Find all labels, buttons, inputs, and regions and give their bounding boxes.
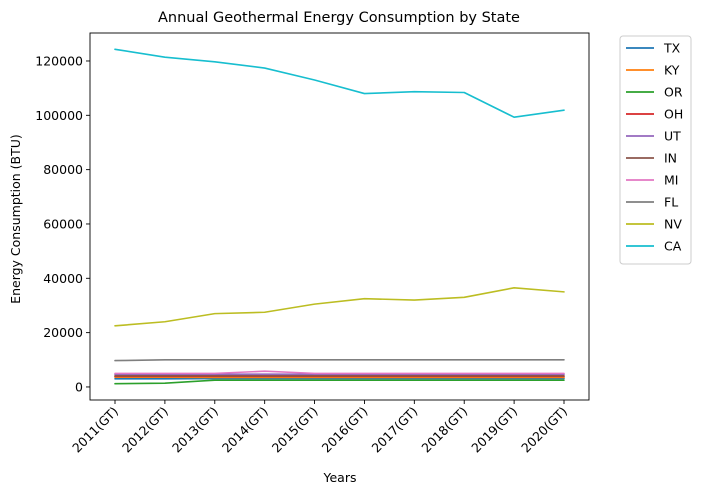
x-tick-label: 2015(GT) — [269, 404, 321, 456]
x-tick-label: 2016(GT) — [319, 404, 371, 456]
legend-label-fl: FL — [664, 195, 678, 210]
plot-frame — [89, 32, 590, 401]
y-tick-label: 100000 — [35, 108, 83, 123]
legend-label-in: IN — [664, 151, 677, 166]
y-tick-label: 120000 — [35, 53, 83, 68]
x-tick-label: 2017(GT) — [369, 404, 421, 456]
x-tick-label: 2011(GT) — [69, 404, 121, 456]
x-axis-ticks: 2011(GT)2012(GT)2013(GT)2014(GT)2015(GT)… — [69, 400, 570, 455]
legend-label-oh: OH — [664, 107, 683, 122]
legend-box — [619, 35, 692, 265]
legend-label-ky: KY — [664, 63, 680, 78]
series-line-fl — [114, 358, 565, 362]
legend-label-ut: UT — [664, 129, 681, 144]
y-tick-label: 80000 — [43, 162, 83, 177]
chart-title: Annual Geothermal Energy Consumption by … — [158, 10, 520, 26]
series-line-mi — [114, 370, 565, 375]
x-tick-label: 2012(GT) — [119, 404, 171, 456]
legend-label-tx: TX — [663, 41, 681, 56]
x-tick-label: 2014(GT) — [219, 404, 271, 456]
y-tick-label: 0 — [75, 379, 83, 394]
y-tick-label: 40000 — [43, 271, 83, 286]
x-axis-label: Years — [323, 470, 357, 485]
series-line-or — [114, 379, 565, 385]
legend-label-nv: NV — [664, 217, 682, 232]
y-tick-label: 60000 — [43, 216, 83, 231]
series-line-nv — [114, 287, 565, 327]
x-tick-label: 2019(GT) — [468, 404, 520, 456]
legend-label-mi: MI — [664, 173, 678, 188]
legend: TX KY OR OH UT IN MI FL NV CA — [619, 35, 692, 265]
legend-label-or: OR — [664, 85, 683, 100]
series-line-ca — [114, 48, 565, 119]
x-tick-label: 2018(GT) — [418, 404, 470, 456]
x-tick-label: 2013(GT) — [169, 404, 221, 456]
legend-label-ca: CA — [664, 239, 682, 254]
plot-area — [89, 32, 590, 401]
y-axis-ticks: 0 20000 40000 60000 80000 100000 120000 — [35, 53, 90, 394]
y-tick-label: 20000 — [43, 325, 83, 340]
x-tick-label: 2020(GT) — [518, 404, 570, 456]
y-axis-label: Energy Consumption (BTU) — [8, 134, 23, 304]
